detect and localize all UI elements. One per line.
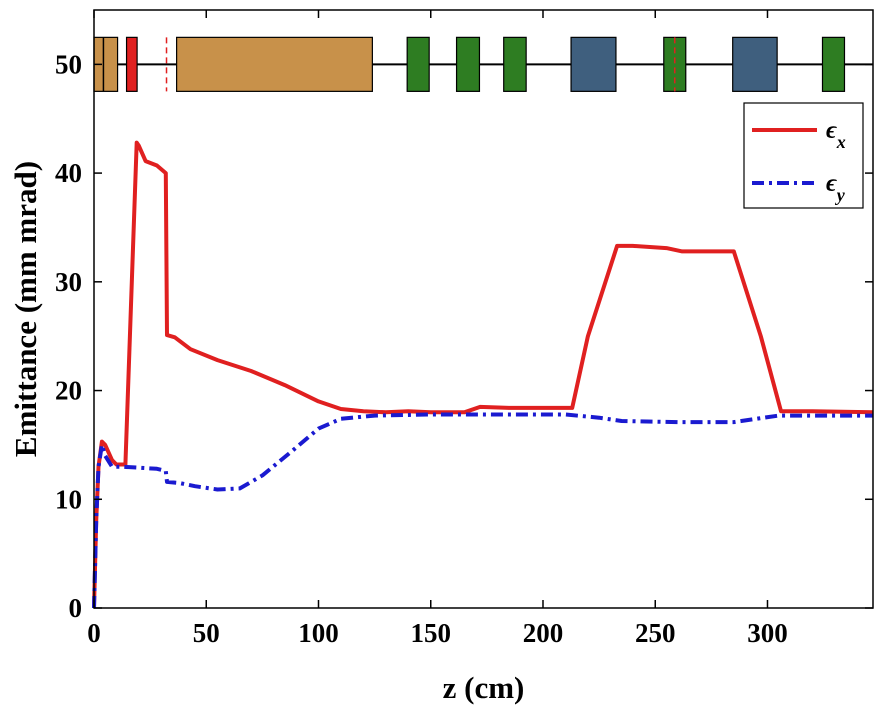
- y-tick-label: 20: [55, 376, 82, 406]
- lattice-element-red: [125, 36, 138, 92]
- x-tick-label: 250: [635, 618, 676, 648]
- y-tick-label: 40: [55, 158, 82, 188]
- y-tick-label: 10: [55, 484, 82, 514]
- lattice-element-green: [821, 36, 846, 92]
- beamline-lattice: [93, 36, 873, 92]
- series-line-y: [92, 412, 873, 609]
- y-tick-label: 30: [55, 267, 82, 297]
- lattice-element-blue: [570, 36, 617, 92]
- emittance-series: [92, 140, 874, 609]
- lattice-element-green: [455, 36, 481, 92]
- x-tick-label: 150: [410, 618, 451, 648]
- lattice-element-brown: [176, 36, 373, 92]
- x-tick-label: 100: [298, 618, 339, 648]
- x-tick-label: 0: [87, 618, 101, 648]
- plot-frame: [93, 9, 874, 609]
- x-axis-label: z (cm): [443, 670, 525, 705]
- x-axis-ticks: 0 50 100 150 200 250 300: [87, 10, 788, 648]
- x-tick-label: 50: [193, 618, 220, 648]
- y-axis-ticks: 0 10 20 30 40 50: [55, 49, 873, 623]
- lattice-element-green: [406, 36, 430, 92]
- y-tick-label: 50: [55, 49, 82, 79]
- y-axis-label: Emittance (mm mrad): [8, 161, 43, 457]
- legend-box: [743, 102, 864, 209]
- lattice-element-green: [503, 36, 527, 92]
- x-tick-label: 300: [747, 618, 788, 648]
- lattice-element-blue: [732, 36, 778, 92]
- x-tick-label: 200: [523, 618, 564, 648]
- y-tick-label: 0: [69, 593, 83, 623]
- series-line-x: [92, 140, 874, 609]
